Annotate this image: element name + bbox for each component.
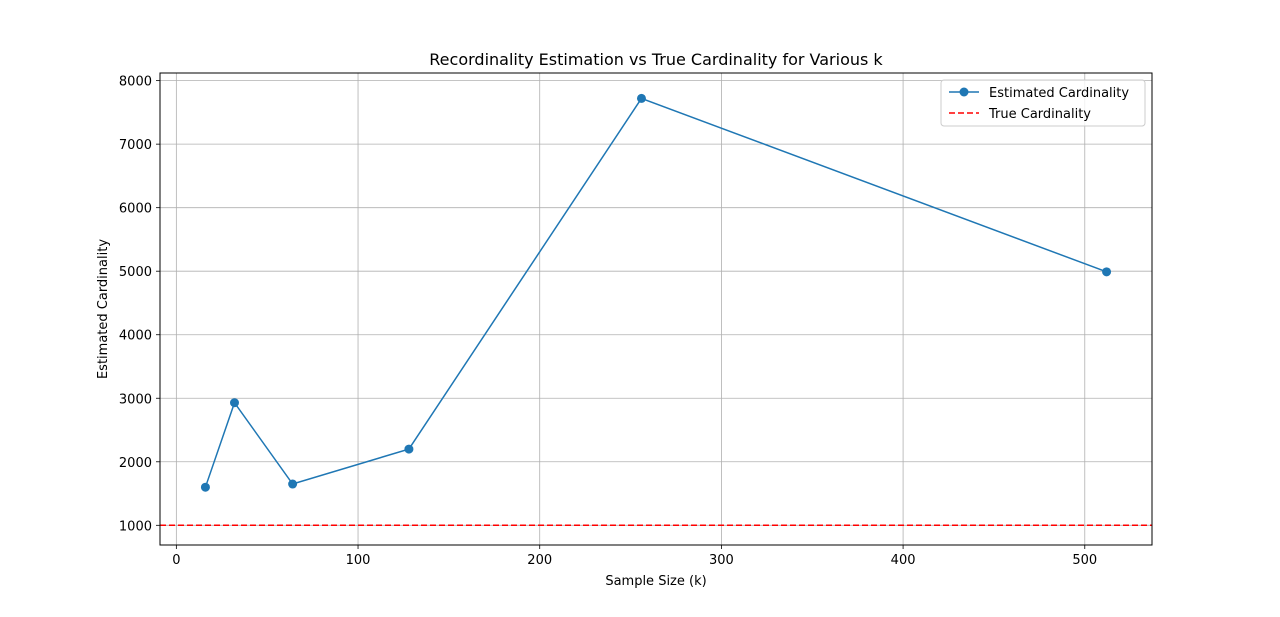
chart-title: Recordinality Estimation vs True Cardina…: [429, 50, 883, 69]
legend-box: [940, 79, 1146, 127]
x-tick-label: 200: [527, 553, 552, 568]
y-axis-ticks: 1000 2000 3000 4000 5000 6000 7000 8000: [119, 75, 160, 534]
data-point: [1102, 267, 1112, 277]
x-tick-label: 500: [1072, 553, 1097, 568]
legend: Estimated Cardinality True Cardinality: [940, 79, 1146, 127]
data-point: [288, 479, 298, 489]
x-axis-label: Sample Size (k): [605, 574, 706, 589]
y-tick-label: 4000: [119, 329, 152, 344]
y-tick-label: 8000: [119, 75, 152, 90]
legend-label-estimated: Estimated Cardinality: [989, 86, 1129, 101]
legend-marker-estimated: [959, 87, 969, 97]
legend-label-true: True Cardinality: [988, 107, 1091, 122]
x-tick-label: 300: [709, 553, 734, 568]
y-tick-label: 5000: [119, 265, 152, 280]
y-axis-label: Estimated Cardinality: [96, 239, 111, 379]
series-line-estimated: [204, 97, 1107, 488]
x-axis-ticks: 0 100 200 300 400 500: [172, 545, 1097, 568]
y-tick-label: 2000: [119, 456, 152, 471]
y-tick-label: 1000: [119, 519, 152, 534]
data-point: [636, 93, 646, 103]
series: [200, 93, 1112, 492]
grid: [160, 73, 1152, 545]
x-tick-label: 100: [346, 553, 371, 568]
x-tick-label: 0: [172, 553, 180, 568]
plot-frame: [159, 72, 1153, 546]
data-point: [229, 398, 239, 408]
x-tick-label: 400: [891, 553, 916, 568]
data-point: [404, 444, 414, 454]
data-point: [200, 482, 210, 492]
y-tick-label: 7000: [119, 138, 152, 153]
y-tick-label: 6000: [119, 202, 152, 217]
y-tick-label: 3000: [119, 392, 152, 407]
